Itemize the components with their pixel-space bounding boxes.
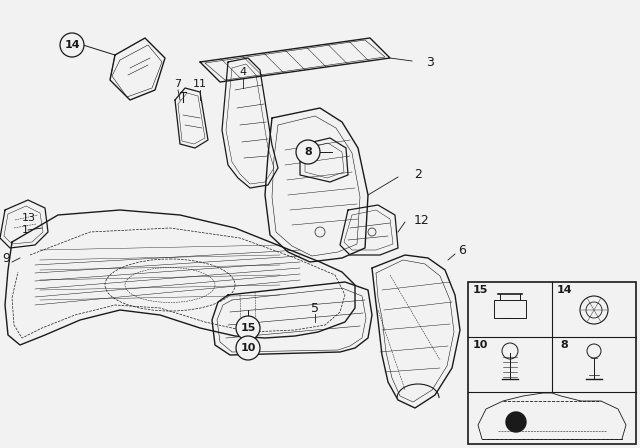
Text: 10: 10 <box>240 343 256 353</box>
Text: 1: 1 <box>22 225 29 235</box>
Bar <box>468 282 636 444</box>
Text: 12: 12 <box>414 214 430 227</box>
Circle shape <box>506 412 526 432</box>
Text: 4: 4 <box>239 67 246 77</box>
Text: 15: 15 <box>240 323 256 333</box>
Text: 9: 9 <box>2 251 10 264</box>
Text: 5: 5 <box>311 302 319 314</box>
Text: 10: 10 <box>472 340 488 350</box>
Text: 2: 2 <box>414 168 422 181</box>
Text: 14: 14 <box>64 40 80 50</box>
Text: 7: 7 <box>175 79 182 89</box>
Text: 6: 6 <box>458 244 466 257</box>
Text: 13: 13 <box>22 213 36 223</box>
Circle shape <box>60 33 84 57</box>
Text: 3: 3 <box>426 56 434 69</box>
Text: 8: 8 <box>304 147 312 157</box>
Text: 14: 14 <box>556 285 572 295</box>
Circle shape <box>236 336 260 360</box>
Bar <box>494 300 526 318</box>
Text: 11: 11 <box>193 79 207 89</box>
Circle shape <box>236 316 260 340</box>
Text: 15: 15 <box>472 285 488 295</box>
Text: 8: 8 <box>560 340 568 350</box>
Circle shape <box>296 140 320 164</box>
